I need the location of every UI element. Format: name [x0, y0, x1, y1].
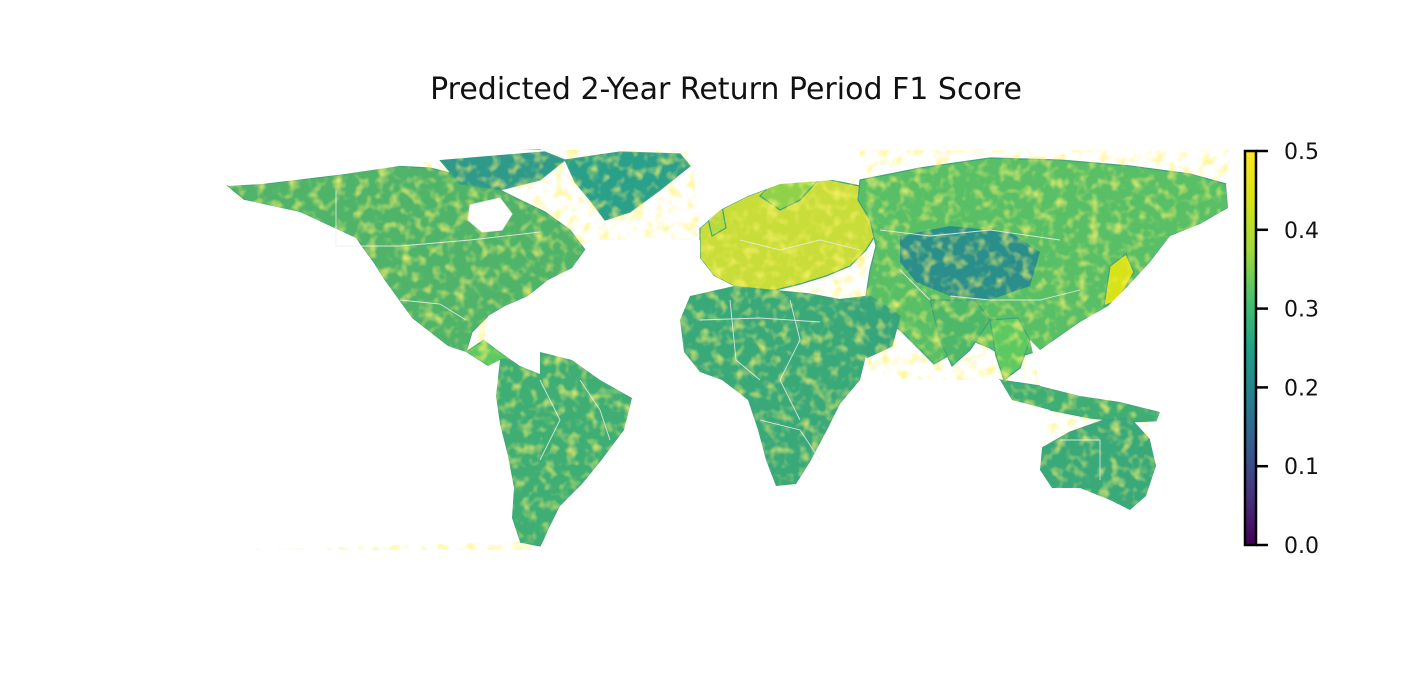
colorbar: 0.0 0.1 0.2 0.3 0.4 0.5 [1243, 140, 1319, 559]
colorbar-tick-label: 0.1 [1284, 455, 1319, 480]
colorbar-ticks: 0.0 0.1 0.2 0.3 0.4 0.5 [1256, 140, 1319, 559]
colorbar-tick-label: 0.4 [1284, 219, 1319, 244]
map-title: Predicted 2-Year Return Period F1 Score [430, 72, 1022, 107]
colorbar-tick-label: 0.0 [1284, 534, 1319, 559]
colorbar-tick-label: 0.2 [1284, 376, 1319, 401]
colorbar-tick-label: 0.5 [1284, 140, 1319, 165]
colorbar-tick-label: 0.3 [1284, 298, 1319, 323]
colorbar-gradient [1243, 149, 1258, 547]
country-borders [335, 190, 1101, 480]
sea-mask [228, 150, 1230, 550]
